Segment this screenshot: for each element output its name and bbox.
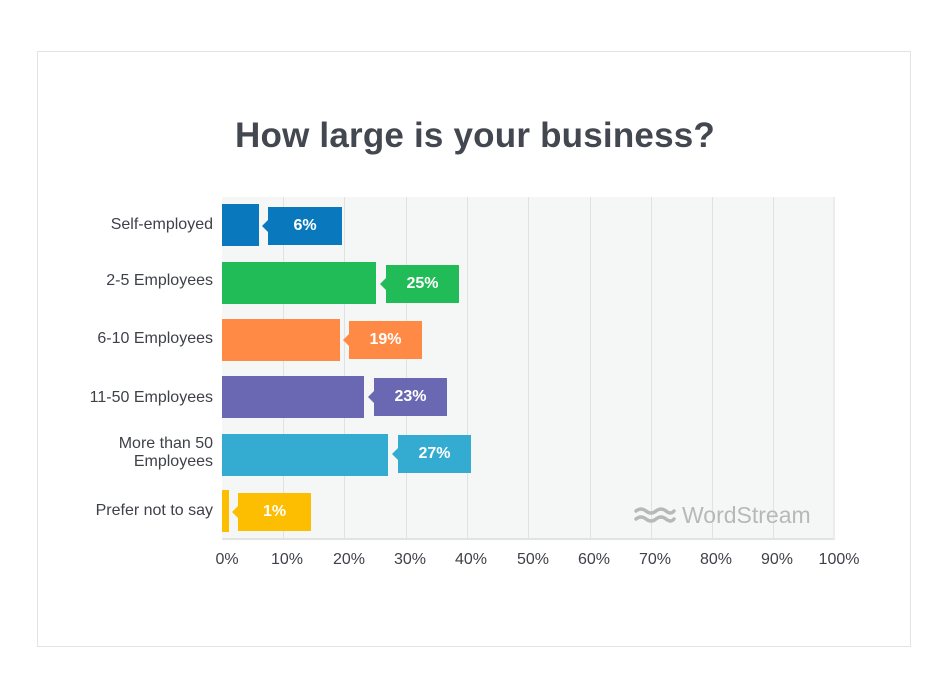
category-label: Self-employed <box>110 216 213 233</box>
bar-6-10-employees <box>222 319 340 361</box>
x-tick: 70% <box>638 551 672 568</box>
value-callout: 23% <box>368 378 447 416</box>
gridline-10 <box>283 197 284 538</box>
wordstream-waves-icon <box>634 506 676 523</box>
gridline-20 <box>344 197 345 538</box>
category-label: 6-10 Employees <box>97 330 213 347</box>
wordstream-watermark: WordStream <box>634 502 811 529</box>
x-tick: 100% <box>818 551 860 568</box>
category-label: 2-5 Employees <box>106 272 213 289</box>
x-tick: 40% <box>454 551 488 568</box>
callout-pointer-icon <box>392 448 398 460</box>
x-tick: 60% <box>577 551 611 568</box>
bar-more-than-50-employees <box>222 434 388 476</box>
chart-title: How large is your business? <box>235 116 715 155</box>
value-callout: 25% <box>380 265 459 303</box>
watermark-text: WordStream <box>682 502 811 528</box>
gridline-70 <box>651 197 652 538</box>
gridline-90 <box>773 197 774 538</box>
callout-pointer-icon <box>262 220 268 232</box>
callout-pointer-icon <box>380 278 386 290</box>
category-label: More than 50 Employees <box>118 435 213 470</box>
value-callout: 6% <box>262 207 342 245</box>
bar-prefer-not-to-say <box>222 490 229 532</box>
category-label: Prefer not to say <box>95 502 213 519</box>
gridline-30 <box>406 197 407 538</box>
callout-pointer-icon <box>232 506 238 518</box>
x-tick: 80% <box>699 551 733 568</box>
callout-pointer-icon <box>368 391 374 403</box>
x-tick: 10% <box>270 551 304 568</box>
x-tick: 30% <box>393 551 427 568</box>
plot-area <box>222 197 835 540</box>
category-label: 11-50 Employees <box>89 389 213 406</box>
value-callout: 19% <box>343 321 422 359</box>
value-callout: 1% <box>232 493 311 531</box>
bar-11-50-employees <box>222 376 364 418</box>
callout-pointer-icon <box>343 334 349 346</box>
x-tick: 50% <box>516 551 550 568</box>
gridline-50 <box>528 197 529 538</box>
x-tick: 20% <box>332 551 366 568</box>
x-tick: 0% <box>215 551 239 568</box>
gridline-80 <box>712 197 713 538</box>
x-tick: 90% <box>760 551 794 568</box>
value-callout: 27% <box>392 435 471 473</box>
bar-self-employed <box>222 204 259 246</box>
gridline-60 <box>590 197 591 538</box>
bar-2-5-employees <box>222 262 376 304</box>
gridline-40 <box>467 197 468 538</box>
